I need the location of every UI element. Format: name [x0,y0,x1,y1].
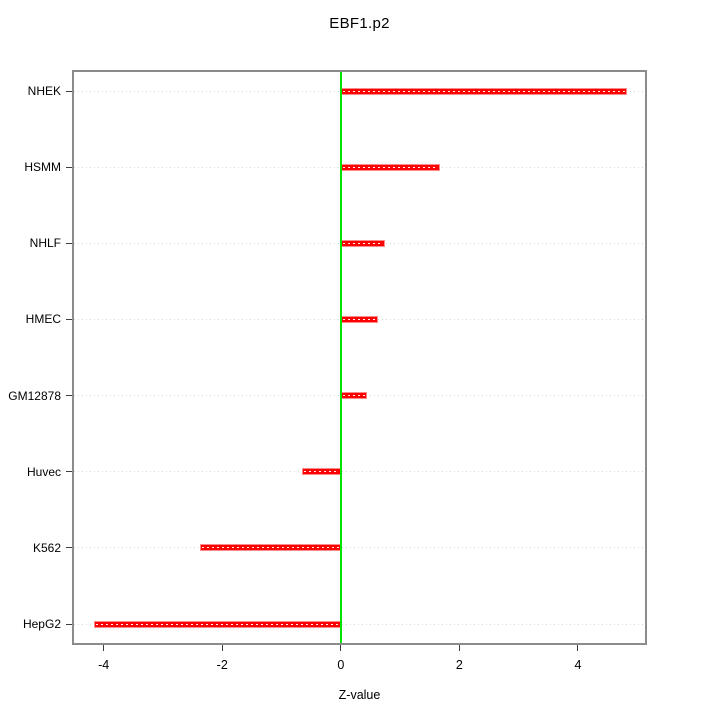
gridline-huvec [74,471,645,473]
bar-centerline-hepg2 [95,623,339,625]
y-tick-label-hmec: HMEC [25,312,61,327]
bar-centerline-huvec [304,471,339,473]
bar-centerline-hmec [342,318,376,320]
bar-nhek [340,87,627,95]
y-tick-label-k562: K562 [32,540,61,555]
x-tick-0 [340,645,342,651]
bar-hepg2 [93,620,341,628]
bar-nhlf [340,239,385,247]
y-tick-hsmm [66,166,72,168]
y-tick-label-nhek: NHEK [27,84,61,98]
bar-hmec [340,315,378,323]
y-tick-label-huvec: Huvec [26,464,61,479]
bar-centerline-nhlf [342,242,383,244]
x-tick-label-4: 4 [574,658,582,672]
chart-title: EBF1.p2 [329,15,390,32]
y-tick-hepg2 [66,623,72,625]
x-tick-label-2: 2 [455,658,463,672]
y-tick-nhlf [66,242,72,244]
bar-centerline-k562 [202,547,339,549]
bar-gm12878 [340,392,367,400]
x-axis-title: Z-value [338,688,381,702]
bar-centerline-nhek [342,90,625,92]
plot-area [72,70,647,645]
bar-hsmm [340,163,441,171]
y-tick-hmec [66,318,72,320]
x-tick-label--2: -2 [216,658,228,672]
gridline-hepg2 [74,623,645,625]
x-tick-label--4: -4 [98,658,110,672]
x-tick--4 [103,645,105,651]
bar-k562 [200,544,341,552]
x-tick-label-0: 0 [337,658,345,672]
y-tick-label-hepg2: HepG2 [22,617,61,631]
y-tick-label-hsmm: HSMM [24,160,61,175]
y-tick-nhek [66,90,72,92]
x-tick-4 [577,645,579,651]
y-tick-k562 [66,547,72,549]
bar-huvec [302,468,341,476]
y-tick-label-gm12878: GM12878 [8,388,61,403]
bar-centerline-gm12878 [342,395,365,397]
x-tick-2 [458,645,460,651]
x-tick--2 [221,645,223,651]
y-tick-label-nhlf: NHLF [29,236,61,251]
bar-centerline-hsmm [342,166,439,168]
y-tick-gm12878 [66,395,72,397]
zero-baseline [339,72,342,643]
y-tick-huvec [66,471,72,473]
gridline-k562 [74,547,645,549]
